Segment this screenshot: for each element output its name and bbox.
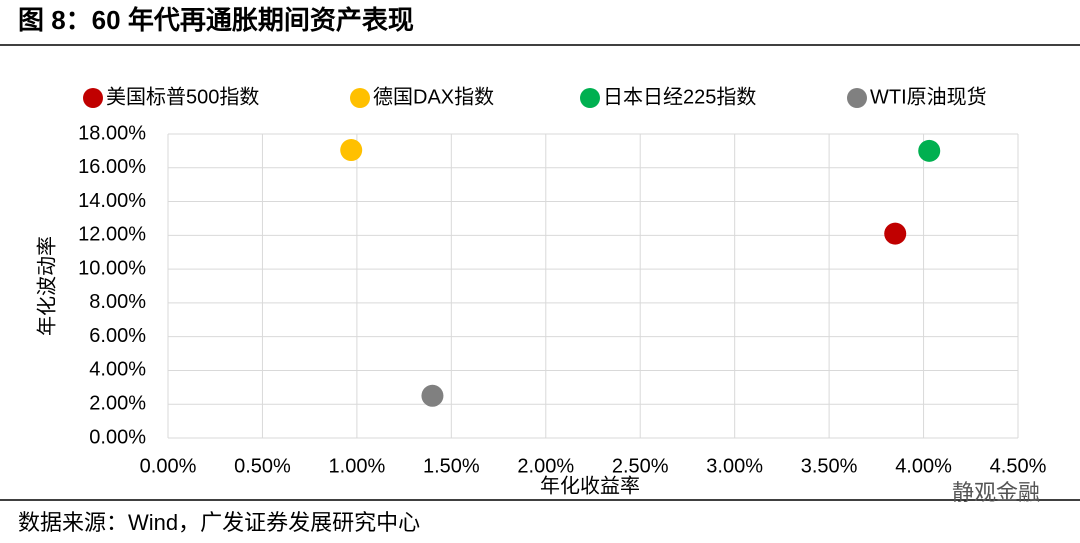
watermark: 静观金融 [952,480,1040,505]
data-point [340,139,363,162]
y-tick-label: 0.00% [89,426,146,448]
source-note: 数据来源：Wind，广发证券发展研究中心 [18,510,420,535]
y-tick-label: 8.00% [89,291,146,313]
legend-marker [83,88,103,108]
y-tick-label: 6.00% [89,325,146,347]
y-tick-label: 18.00% [78,122,146,144]
x-tick-label: 2.50% [612,455,669,477]
x-tick-label: 4.00% [895,455,952,477]
data-point [918,139,941,162]
figure-title: 图 8：60 年代再通胀期间资产表现 [18,5,414,35]
y-tick-label: 16.00% [78,156,146,178]
y-tick-label: 4.00% [89,359,146,381]
x-axis-title: 年化收益率 [540,474,640,497]
legend-label: 日本日经225指数 [603,85,756,108]
data-point [884,222,907,245]
legend-label: WTI原油现货 [870,85,987,108]
legend-marker [350,88,370,108]
x-tick-label: 3.00% [706,455,763,477]
x-tick-label: 3.50% [801,455,858,477]
legend-marker [847,88,867,108]
legend-marker [580,88,600,108]
x-tick-label: 2.00% [517,455,574,477]
legend-label: 德国DAX指数 [373,85,494,108]
x-tick-label: 4.50% [990,455,1047,477]
x-tick-label: 1.50% [423,455,480,477]
y-tick-label: 14.00% [78,190,146,212]
y-tick-label: 10.00% [78,257,146,279]
legend-label: 美国标普500指数 [106,85,259,108]
y-axis-title: 年化波动率 [35,236,58,336]
y-tick-label: 2.00% [89,393,146,415]
x-tick-label: 0.00% [140,455,197,477]
x-tick-label: 1.00% [329,455,386,477]
data-point [421,384,444,407]
x-tick-label: 0.50% [234,455,291,477]
y-tick-label: 12.00% [78,224,146,246]
